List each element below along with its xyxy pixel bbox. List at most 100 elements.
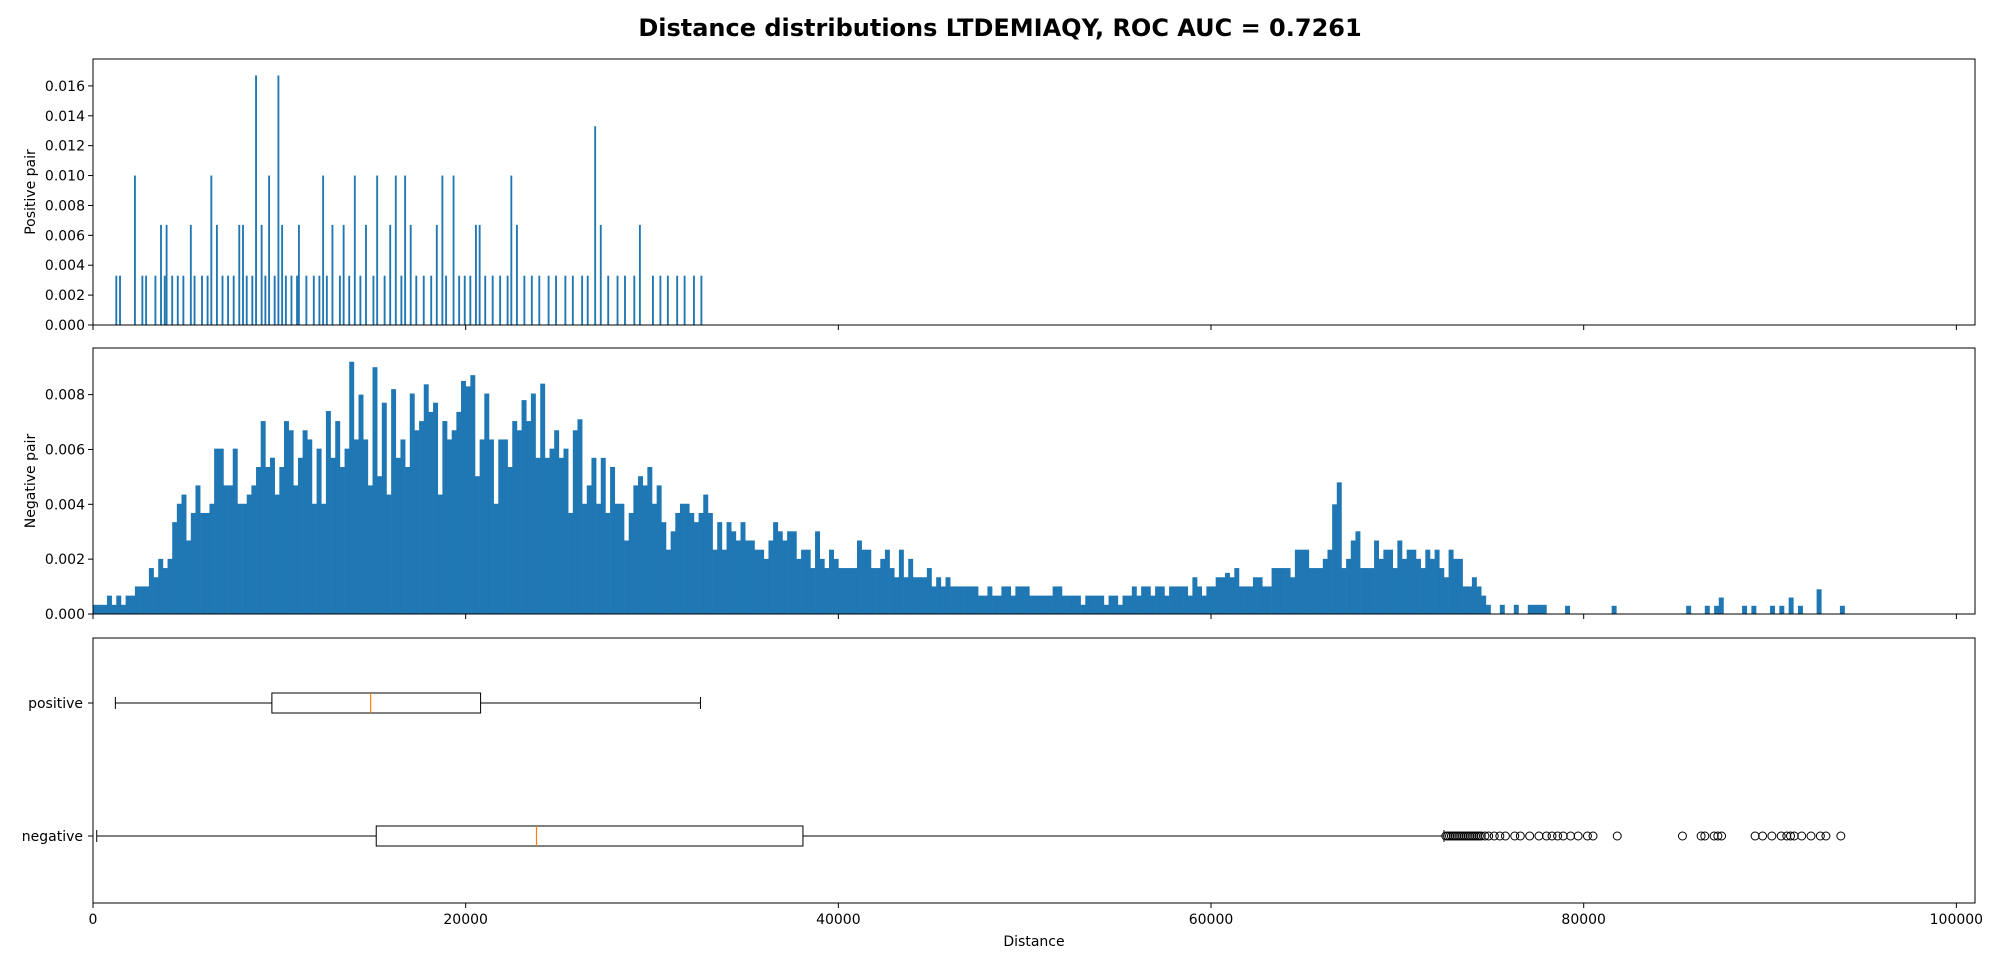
positive-bar xyxy=(160,224,162,325)
negative-bar xyxy=(1453,558,1459,614)
x-tick-label: 40000 xyxy=(816,912,861,928)
outlier-point xyxy=(1758,831,1768,841)
negative-bar xyxy=(428,411,434,614)
outlier-point xyxy=(1836,831,1846,841)
negative-bar xyxy=(656,485,662,614)
negative-bar xyxy=(1122,595,1128,614)
negative-bar xyxy=(134,586,140,614)
negative-bar xyxy=(940,586,946,614)
positive-bar xyxy=(547,275,550,325)
negative-bar xyxy=(1313,568,1319,614)
positive-bar xyxy=(242,224,244,325)
positive-bar xyxy=(499,275,502,325)
negative-bar xyxy=(917,577,923,614)
negative-bar xyxy=(1397,540,1403,614)
negative-bar xyxy=(1080,604,1086,614)
negative-bar xyxy=(1015,586,1021,614)
negative-bar xyxy=(1238,586,1244,614)
negative-bar xyxy=(684,503,690,614)
negative-bar xyxy=(144,586,150,614)
negative-bar xyxy=(852,568,858,614)
negative-bar xyxy=(1686,605,1692,614)
negative-bar xyxy=(1434,549,1440,614)
positive-bar xyxy=(318,275,321,325)
negative-bar xyxy=(875,568,881,614)
negative-bar xyxy=(740,522,746,614)
negative-bar xyxy=(516,430,522,614)
negative-bar xyxy=(1136,595,1142,614)
negative-bar xyxy=(712,549,718,614)
negative-bar xyxy=(409,393,415,614)
outlier-point xyxy=(1717,831,1727,841)
negative-bar xyxy=(1704,605,1710,614)
outlier-point xyxy=(1612,831,1622,841)
negative-bar xyxy=(703,494,709,614)
negative-bar xyxy=(479,439,485,614)
positive-bar xyxy=(268,175,271,325)
positive-bar xyxy=(564,275,567,325)
negative-bar xyxy=(721,549,727,614)
positive-bar xyxy=(238,224,241,325)
negative-bar xyxy=(283,421,289,614)
outlier-point xyxy=(1782,831,1792,841)
negative-bar xyxy=(1145,586,1151,614)
negative-bar xyxy=(843,568,848,614)
outlier-point xyxy=(1515,831,1525,841)
negative-bar xyxy=(982,595,988,614)
positive-bar xyxy=(506,275,509,325)
positive-bar xyxy=(666,275,669,325)
positive-bar xyxy=(422,275,425,325)
negative-bar xyxy=(642,485,648,614)
positive-bar xyxy=(281,224,284,325)
negative-bar xyxy=(526,421,532,614)
outlier-point xyxy=(1786,831,1796,841)
y-tick-label: 0.010 xyxy=(45,169,85,185)
negative-bar xyxy=(1369,568,1375,614)
negative-bar xyxy=(1150,595,1156,614)
positive-bar xyxy=(515,224,518,325)
y-tick-label: 0.002 xyxy=(45,552,85,568)
positive-bar xyxy=(435,224,438,325)
positive-bar xyxy=(290,275,293,325)
negative-bar xyxy=(1308,568,1314,614)
negative-bar xyxy=(749,540,755,614)
negative-bar xyxy=(1252,577,1258,614)
negative-bar xyxy=(186,540,192,614)
outlier-point xyxy=(1815,831,1825,841)
outlier-point xyxy=(1806,831,1816,841)
negative-bar xyxy=(586,485,592,614)
negative-bar xyxy=(1243,586,1249,614)
positive-bar xyxy=(189,224,192,325)
negative-bar xyxy=(1071,595,1077,614)
negative-bar xyxy=(1336,482,1342,614)
positive-bar xyxy=(484,275,487,325)
negative-bar xyxy=(884,549,890,614)
negative-bar xyxy=(344,448,350,614)
outlier-point xyxy=(1484,831,1494,841)
positive-bar xyxy=(273,275,276,325)
positive-bar xyxy=(607,275,610,325)
outlier-point xyxy=(1480,831,1490,841)
negative-bar xyxy=(204,512,210,614)
negative-bar xyxy=(1211,586,1216,614)
positive-bar xyxy=(676,275,679,325)
positive-bar xyxy=(251,275,254,325)
negative-bar xyxy=(461,380,466,614)
positive-bar xyxy=(359,275,362,325)
negative-bar xyxy=(256,467,262,614)
negative-bar xyxy=(246,494,252,614)
negative-bar xyxy=(945,577,951,614)
negative-y-axis: 0.000 0.002 0.004 0.006 0.008 xyxy=(45,388,93,623)
negative-bar xyxy=(577,419,583,614)
negative-bar xyxy=(265,467,271,614)
negative-bar xyxy=(1089,595,1095,614)
positive-bar xyxy=(296,275,298,325)
negative-bar xyxy=(1192,577,1198,614)
negative-bar xyxy=(1057,586,1063,614)
positive-bar xyxy=(474,224,477,325)
positive-bar xyxy=(119,275,121,325)
positive-bar xyxy=(255,75,257,325)
negative-bar xyxy=(661,522,667,614)
negative-bar xyxy=(987,586,993,614)
negative-bar xyxy=(1788,597,1794,614)
